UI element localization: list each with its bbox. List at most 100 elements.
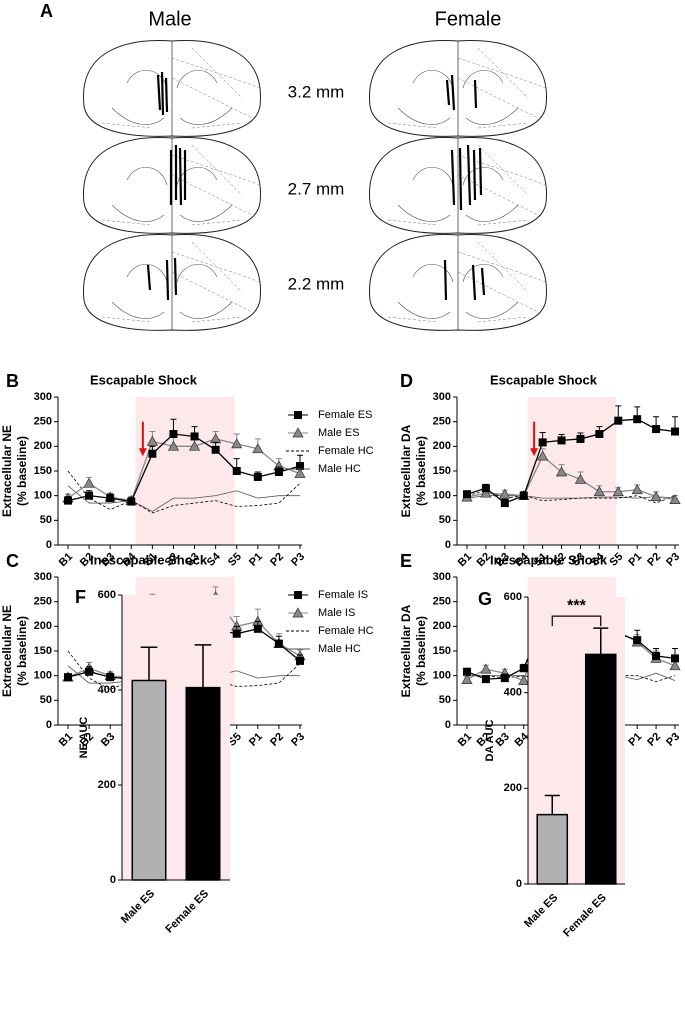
marker bbox=[650, 490, 662, 502]
panel-label: A bbox=[40, 1, 53, 21]
shock-region bbox=[135, 397, 235, 545]
marker bbox=[294, 591, 302, 599]
significance-bracket bbox=[551, 615, 602, 627]
x-tick-label: P3 bbox=[664, 731, 682, 749]
y-tick-label: 250 bbox=[34, 416, 52, 428]
marker bbox=[106, 494, 115, 503]
y-tick-label: 0 bbox=[516, 878, 522, 890]
panel-label: B bbox=[6, 371, 19, 391]
marker bbox=[85, 667, 94, 676]
y-tick-label: 50 bbox=[40, 514, 52, 526]
x-tick-label: S5 bbox=[607, 551, 625, 569]
legend-label: Female ES bbox=[318, 409, 372, 421]
bar bbox=[584, 653, 617, 885]
panel-label: C bbox=[6, 551, 19, 571]
y-tick-label: 200 bbox=[34, 440, 52, 452]
x-tick-label: B1 bbox=[456, 731, 474, 749]
marker bbox=[671, 654, 679, 663]
marker bbox=[294, 411, 302, 419]
y-axis-label: Extracellular DA bbox=[399, 424, 413, 517]
marker bbox=[252, 443, 264, 454]
marker bbox=[555, 466, 568, 477]
y-tick-label: 250 bbox=[34, 596, 52, 608]
y-tick-label: 300 bbox=[433, 571, 451, 583]
marker bbox=[296, 462, 304, 471]
legend-label: Female HC bbox=[318, 445, 374, 457]
panel-label: G bbox=[478, 589, 492, 609]
stimulus-arrowhead bbox=[530, 448, 539, 457]
level-label: 2.7 mm bbox=[288, 179, 345, 198]
x-tick-label: P3 bbox=[289, 731, 307, 749]
marker bbox=[190, 432, 199, 441]
chart-title: Escapable Shock bbox=[90, 372, 198, 387]
x-tick-label: P2 bbox=[645, 731, 663, 749]
marker bbox=[537, 450, 549, 461]
marker bbox=[480, 487, 492, 498]
x-tick-label: Female ES bbox=[561, 892, 609, 940]
marker bbox=[167, 440, 180, 451]
x-tick-label: P2 bbox=[268, 731, 286, 749]
x-tick-label: Male ES bbox=[522, 892, 560, 930]
marker bbox=[461, 673, 473, 684]
y-tick-label: 200 bbox=[504, 782, 522, 794]
legend-label: Male ES bbox=[318, 427, 360, 439]
x-tick-label: P3 bbox=[289, 551, 307, 569]
y-tick-label: 150 bbox=[433, 645, 451, 657]
error-bar bbox=[593, 627, 609, 655]
marker bbox=[612, 485, 624, 497]
brain-sections bbox=[82, 40, 548, 331]
legend-label: Male HC bbox=[318, 463, 361, 475]
y-tick-label: 400 bbox=[98, 684, 116, 696]
x-tick-label: S5 bbox=[226, 551, 244, 569]
x-tick-label: P3 bbox=[664, 551, 682, 569]
error-bar bbox=[194, 644, 212, 688]
panel-label: E bbox=[400, 551, 412, 571]
marker bbox=[633, 415, 642, 424]
y-tick-label: 0 bbox=[46, 539, 52, 551]
y-tick-label: 300 bbox=[34, 571, 52, 583]
x-tick-label: P2 bbox=[268, 551, 286, 569]
marker bbox=[292, 427, 304, 438]
marker bbox=[593, 485, 605, 497]
marker bbox=[631, 484, 643, 495]
marker bbox=[211, 445, 220, 454]
marker bbox=[519, 491, 528, 500]
marker bbox=[274, 639, 283, 648]
marker bbox=[576, 434, 585, 443]
marker bbox=[253, 472, 262, 481]
y-axis-label: (% baseline) bbox=[414, 616, 428, 686]
legend-label: Female IS bbox=[318, 589, 368, 601]
marker bbox=[518, 674, 530, 685]
marker bbox=[481, 484, 490, 493]
series-line bbox=[67, 485, 300, 512]
marker bbox=[274, 467, 283, 476]
marker bbox=[614, 416, 623, 425]
y-tick-label: 250 bbox=[433, 596, 451, 608]
y-axis-label: (% baseline) bbox=[15, 616, 29, 686]
bar bbox=[185, 686, 221, 881]
marker bbox=[64, 673, 72, 682]
y-axis-label: (% baseline) bbox=[15, 436, 29, 506]
marker bbox=[294, 467, 306, 478]
marker bbox=[231, 438, 243, 449]
marker bbox=[500, 674, 509, 683]
y-tick-label: 250 bbox=[433, 416, 451, 428]
y-tick-label: 50 bbox=[439, 694, 451, 706]
y-tick-label: 150 bbox=[34, 465, 52, 477]
marker bbox=[296, 656, 304, 665]
x-tick-label: P1 bbox=[626, 551, 644, 569]
x-tick-label: P2 bbox=[645, 551, 663, 569]
y-tick-label: 0 bbox=[110, 874, 116, 886]
error-bar bbox=[544, 794, 560, 815]
marker bbox=[64, 496, 72, 505]
significance-label: *** bbox=[567, 597, 586, 614]
marker bbox=[557, 436, 566, 445]
y-tick-label: 200 bbox=[433, 440, 451, 452]
chart-title: Inescapable Shock bbox=[90, 552, 208, 567]
y-tick-label: 200 bbox=[433, 620, 451, 632]
y-tick-label: 0 bbox=[445, 719, 451, 731]
y-tick-label: 600 bbox=[504, 591, 522, 603]
y-axis-label: (% baseline) bbox=[414, 436, 428, 506]
marker bbox=[232, 467, 241, 475]
